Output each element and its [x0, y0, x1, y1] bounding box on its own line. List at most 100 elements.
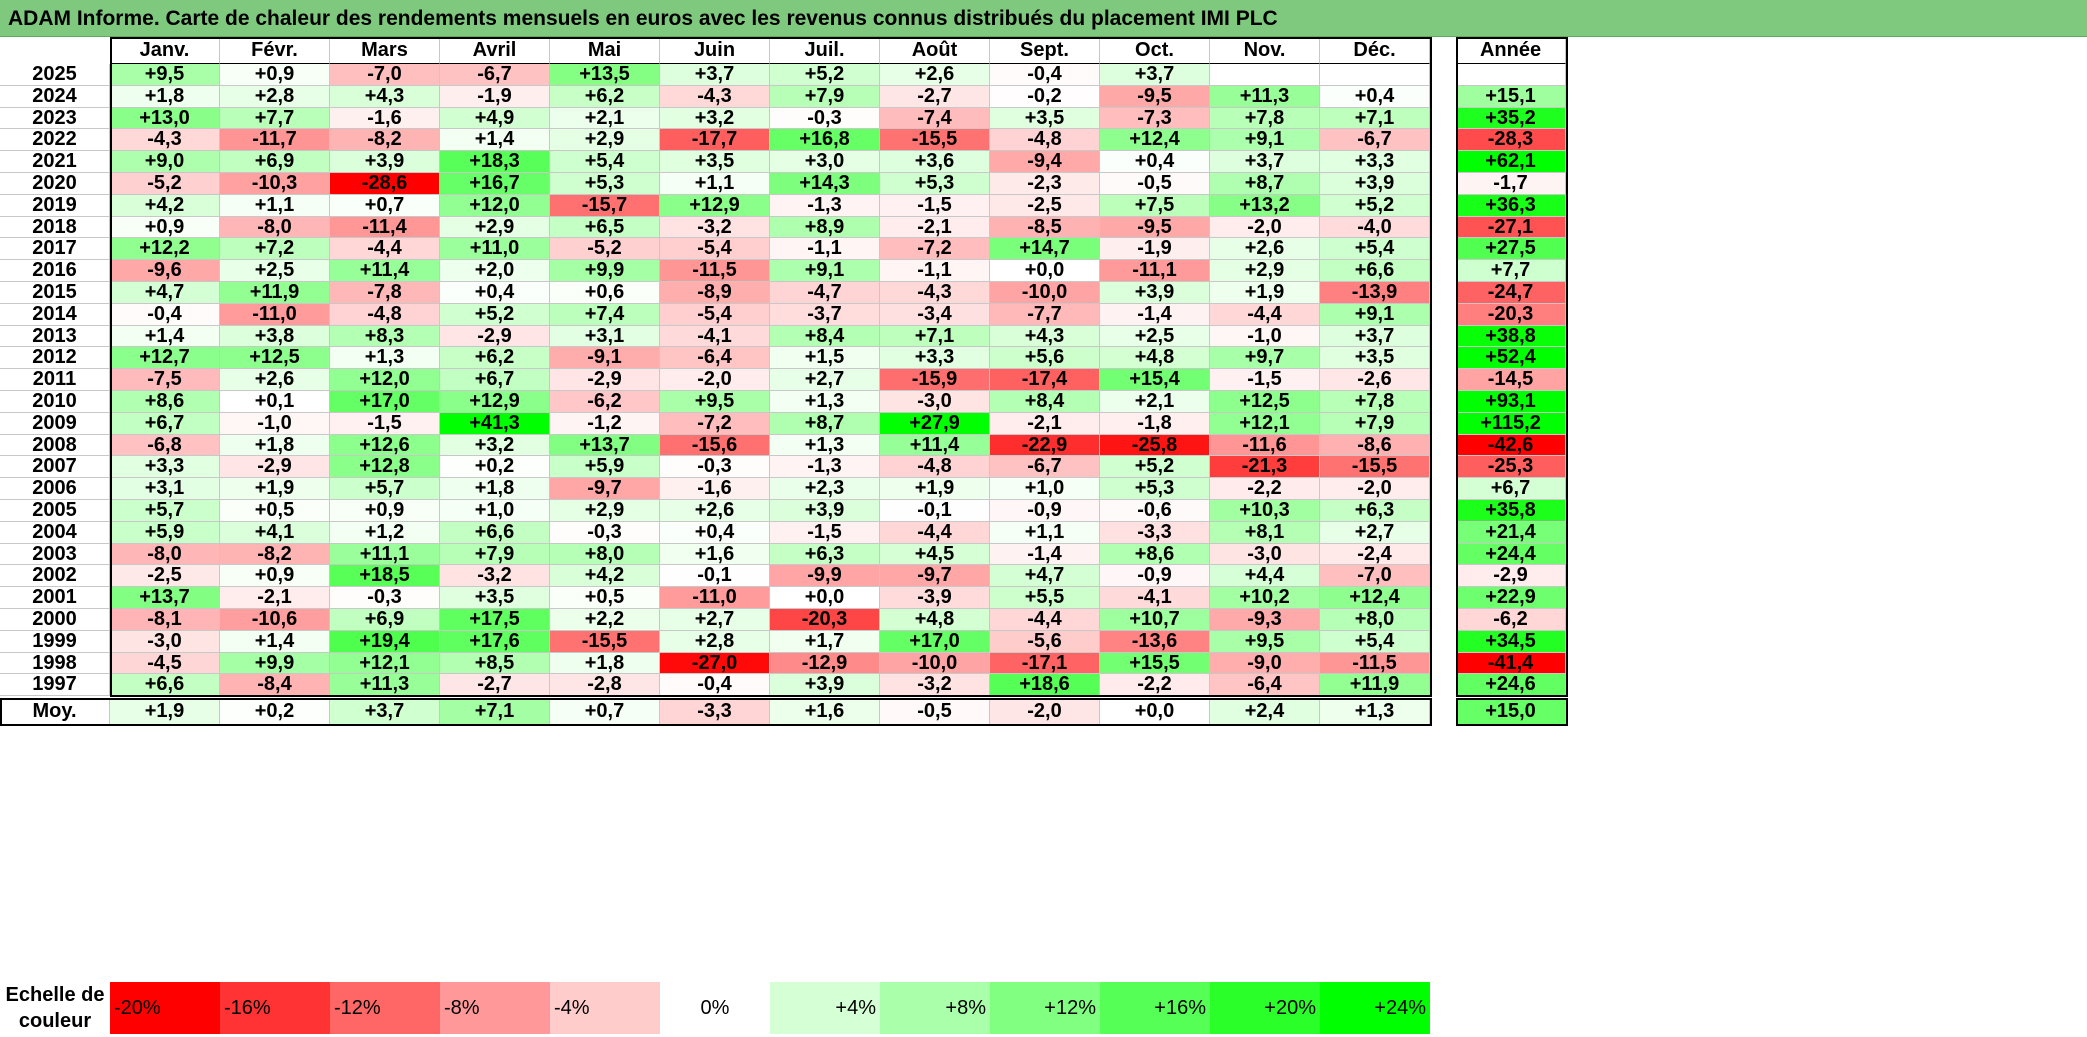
heatmap-cell: -4,8	[880, 455, 990, 479]
heatmap-cell: +12,6	[330, 434, 440, 457]
heatmap-cell: -9,7	[550, 477, 660, 500]
heatmap-cell: +9,5	[660, 390, 770, 413]
annual-cell: -28,3	[1456, 128, 1566, 152]
heatmap-cell: -15,5	[880, 128, 990, 152]
heatmap-cell: +6,3	[1320, 499, 1430, 522]
heatmap-cell: +0,1	[220, 390, 330, 413]
heatmap-cell: +0,9	[330, 499, 440, 522]
heatmap-cell: -10,3	[220, 172, 330, 195]
heatmap-cell: +2,9	[550, 128, 660, 152]
heatmap-cell: -6,4	[1210, 673, 1320, 697]
heatmap-cell: -11,6	[1210, 434, 1320, 457]
heatmap-cell: +2,6	[220, 368, 330, 391]
heatmap-cell: +7,1	[880, 325, 990, 348]
heatmap-cell: +5,9	[110, 521, 220, 544]
heatmap-cell: -0,3	[660, 455, 770, 479]
heatmap-cell: -9,6	[110, 259, 220, 282]
row-year-label: 2013	[0, 325, 110, 348]
heatmap-cell: +0,9	[220, 564, 330, 588]
heatmap-cell: +1,9	[880, 477, 990, 500]
heatmap-cell: +1,1	[660, 172, 770, 195]
average-cell: +0,7	[550, 699, 660, 726]
heatmap-cell: -8,9	[660, 281, 770, 304]
heatmap-cell: +8,9	[770, 216, 880, 239]
heatmap-cell: +6,5	[550, 216, 660, 239]
heatmap-cell: +3,1	[110, 477, 220, 500]
color-scale-stop: +16%	[1100, 982, 1210, 1034]
heatmap-cell: -4,1	[660, 325, 770, 348]
heatmap-cell: -2,8	[550, 673, 660, 697]
heatmap-cell: +7,9	[770, 85, 880, 108]
heatmap-cell: +12,9	[660, 194, 770, 217]
heatmap-cell: +4,5	[880, 543, 990, 566]
page-title: ADAM Informe. Carte de chaleur des rende…	[8, 7, 1278, 30]
heatmap-cell: +11,4	[880, 434, 990, 457]
annual-cell: +24,6	[1456, 673, 1566, 697]
heatmap-cell: -15,7	[550, 194, 660, 217]
heatmap-cell: -8,2	[220, 543, 330, 566]
heatmap-cell	[1320, 64, 1430, 86]
heatmap-cell: +0,7	[330, 194, 440, 217]
heatmap-cell: +6,7	[440, 368, 550, 391]
heatmap-cell: +4,4	[1210, 564, 1320, 588]
heatmap-cell: +6,6	[1320, 259, 1430, 282]
heatmap-cell: +3,9	[1320, 172, 1430, 195]
row-year-label: 2007	[0, 455, 110, 479]
average-row-label: Moy.	[0, 699, 110, 726]
heatmap-cell: +4,3	[990, 325, 1100, 348]
heatmap-cell: -2,0	[660, 368, 770, 391]
annual-cell: -25,3	[1456, 455, 1566, 479]
heatmap-cell: +13,7	[550, 434, 660, 457]
heatmap-cell: -4,1	[1100, 586, 1210, 609]
heatmap-cell: +7,7	[220, 107, 330, 130]
column-header: Avril	[440, 37, 550, 64]
heatmap-cell: +2,7	[1320, 521, 1430, 544]
row-year-label: 2010	[0, 390, 110, 413]
heatmap-cell: +7,2	[220, 237, 330, 261]
row-year-label: 1999	[0, 630, 110, 653]
heatmap-cell: +11,3	[330, 673, 440, 697]
heatmap-cell: +13,2	[1210, 194, 1320, 217]
average-cell: +2,4	[1210, 699, 1320, 726]
heatmap-cell: -9,1	[550, 346, 660, 370]
heatmap-cell: -7,4	[880, 107, 990, 130]
heatmap-cell: -2,9	[550, 368, 660, 391]
row-year-label: 2023	[0, 107, 110, 130]
heatmap-cell: -2,1	[990, 412, 1100, 435]
heatmap-cell: +3,8	[220, 325, 330, 348]
heatmap-cell: -7,2	[660, 412, 770, 435]
heatmap-cell: +8,6	[1100, 543, 1210, 566]
heatmap-cell: +12,2	[110, 237, 220, 261]
column-header: Nov.	[1210, 37, 1320, 64]
heatmap-cell: +8,0	[550, 543, 660, 566]
annual-cell: +52,4	[1456, 346, 1566, 370]
heatmap-cell: -2,9	[440, 325, 550, 348]
heatmap-cell: +9,5	[110, 63, 220, 86]
column-header: Juil.	[770, 37, 880, 64]
heatmap-cell: -10,0	[990, 281, 1100, 304]
annual-cell: +93,1	[1456, 390, 1566, 413]
heatmap-cell: -11,7	[220, 128, 330, 152]
heatmap-cell: +1,0	[440, 499, 550, 522]
heatmap-cell: -1,5	[330, 412, 440, 435]
heatmap-cell: +17,5	[440, 608, 550, 631]
heatmap-cell: -12,9	[770, 652, 880, 675]
heatmap-cell: -2,0	[1320, 477, 1430, 500]
heatmap-cell: +2,6	[880, 63, 990, 86]
heatmap-cell: -2,7	[880, 85, 990, 108]
heatmap-cell: -6,4	[660, 346, 770, 370]
heatmap-cell: +5,3	[550, 172, 660, 195]
heatmap-cell: -3,0	[880, 390, 990, 413]
heatmap-cell: +2,2	[550, 608, 660, 631]
heatmap-cell: -1,5	[880, 194, 990, 217]
row-year-label: 2025	[0, 63, 110, 86]
heatmap-cell: -11,1	[1100, 259, 1210, 282]
row-year-label: 2001	[0, 586, 110, 609]
heatmap-cell: +12,4	[1320, 586, 1430, 609]
heatmap-cell: -1,1	[770, 237, 880, 261]
heatmap-cell: -8,6	[1320, 434, 1430, 457]
annual-cell: +24,4	[1456, 543, 1566, 566]
heatmap-cell: -11,0	[660, 586, 770, 609]
heatmap-cell: +2,8	[220, 85, 330, 108]
heatmap-cell: +6,6	[110, 673, 220, 697]
